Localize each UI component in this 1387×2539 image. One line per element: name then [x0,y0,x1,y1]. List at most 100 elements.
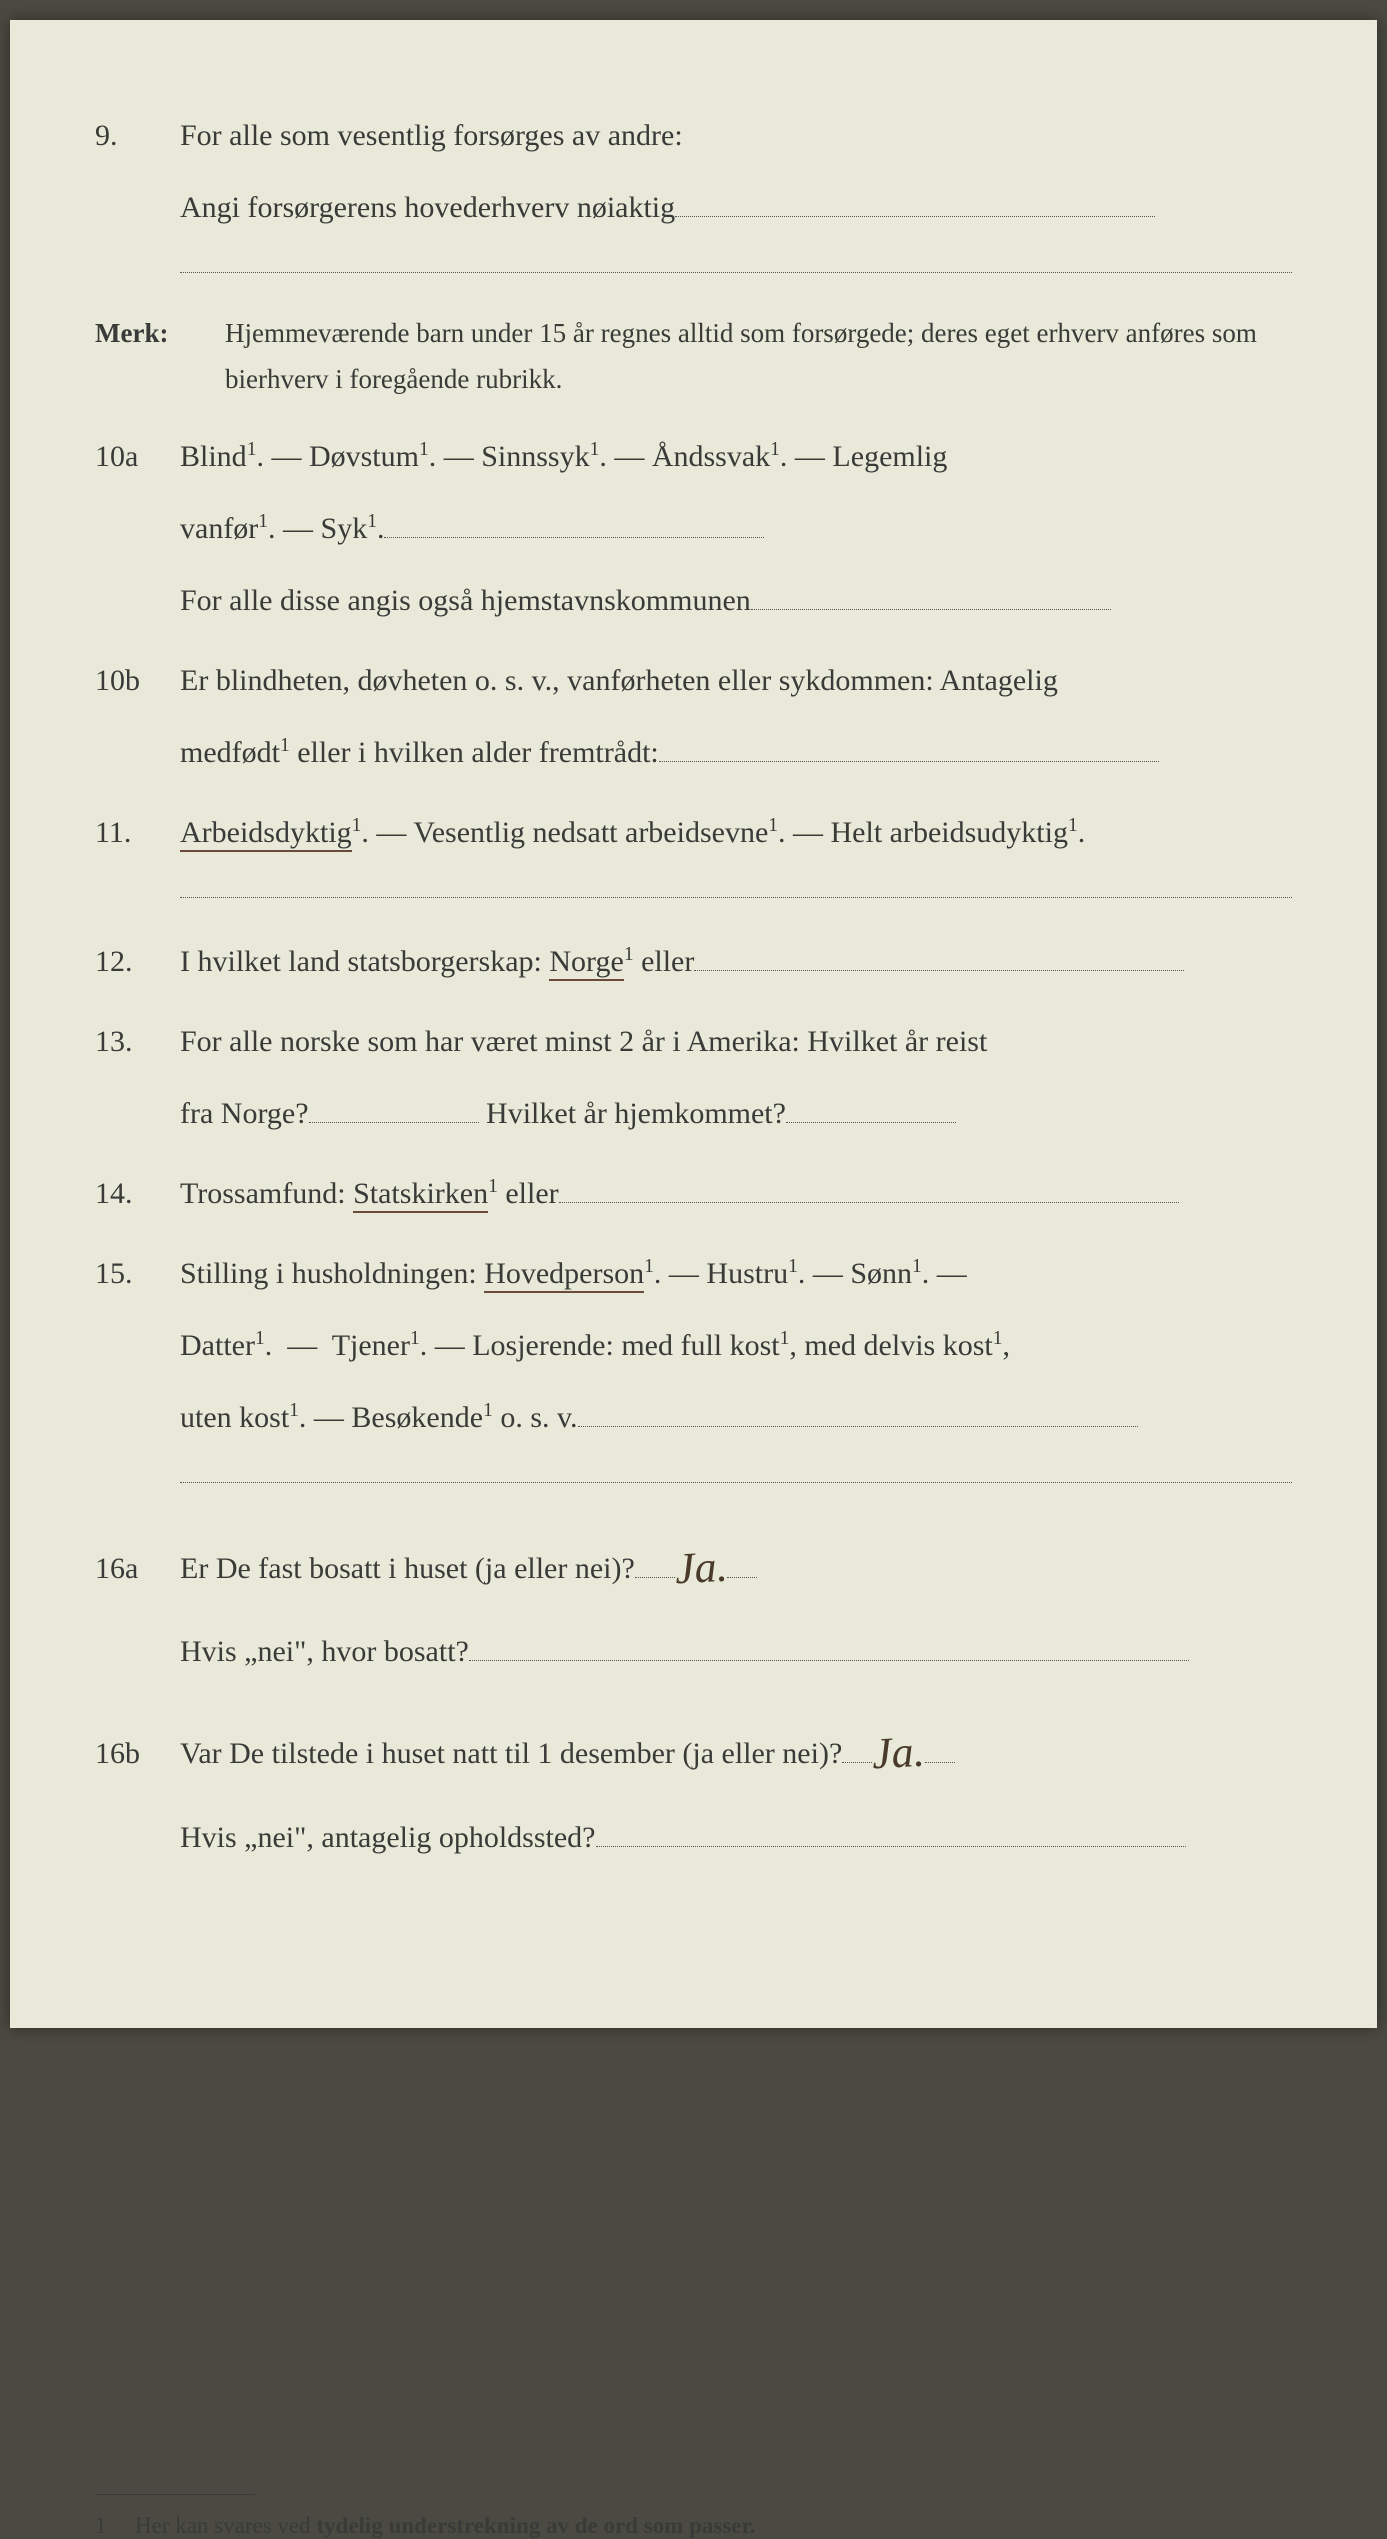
sup: 1 [1068,815,1078,836]
question-11: 11. Arbeidsdyktig1. — Vesentlig nedsatt … [95,797,1292,869]
census-form-page: 9. For alle som vesentlig forsørges av a… [10,20,1377,2028]
sup: 1 [247,439,257,460]
q16b-answer: Ja. [870,1699,928,1807]
q9-content: For alle som vesentlig forsørges av andr… [180,100,1292,244]
q16a-content: Er De fast bosatt i huset (ja eller nei)… [180,1511,1292,1689]
sep: — [276,512,321,545]
question-12: 12. I hvilket land statsborgerskap: Norg… [95,926,1292,998]
q11-opt2: Vesentlig nedsatt arbeidsevne [413,816,768,849]
question-9: 9. For alle som vesentlig forsørges av a… [95,100,1292,244]
divider-1 [180,272,1292,273]
q16b-blank2 [596,1846,1186,1847]
q13-blank2 [786,1122,956,1123]
question-15: 15. Stilling i husholdningen: Hovedperso… [95,1238,1292,1454]
q10b-line1: Er blindheten, døvheten o. s. v., vanfør… [180,664,1058,697]
q16a-blank-pre [635,1577,675,1578]
sep: — [661,1257,706,1290]
q10a-line2a: vanfør [180,512,258,545]
footnote-rule [95,2494,255,2495]
q10a-number: 10a [95,421,180,493]
q15-blank [578,1426,1138,1427]
q12-number: 12. [95,926,180,998]
q15-content: Stilling i husholdningen: Hovedperson1. … [180,1238,1292,1454]
q12-content: I hvilket land statsborgerskap: Norge1 e… [180,926,1292,998]
q13-blank1 [309,1122,479,1123]
q12-after: eller [641,945,694,978]
q11-opt3: Helt arbeidsudyktig [831,816,1068,849]
sep: — [787,440,832,473]
sup: 1 [352,815,362,836]
question-16b: 16b Var De tilstede i huset natt til 1 d… [95,1696,1292,1874]
sup: 1 [410,1328,420,1349]
q10a-blank1 [384,537,764,538]
q10a-blank2 [751,609,1111,610]
q12-opt1-selected: Norge [549,945,623,981]
sup: 1 [289,1400,299,1421]
divider-3 [180,1482,1292,1483]
q11-opt1-selected: Arbeidsdyktig [180,816,352,852]
sup: 1 [768,815,778,836]
sep: — [607,440,652,473]
question-13: 13. For alle norske som har været minst … [95,1006,1292,1150]
q10a-opt5: Legemlig [832,440,947,473]
q16b-content: Var De tilstede i huset natt til 1 desem… [180,1696,1292,1874]
sup: 1 [367,511,377,532]
sep: — [805,1257,850,1290]
sup: 1 [770,439,780,460]
sup: 1 [644,1256,654,1277]
q11-content: Arbeidsdyktig1. — Vesentlig nedsatt arbe… [180,797,1292,869]
q16a-blank2 [469,1660,1189,1661]
q16b-line1: Var De tilstede i huset natt til 1 desem… [180,1737,842,1770]
q14-number: 14. [95,1158,180,1230]
q16a-line2: Hvis „nei", hvor bosatt? [180,1635,469,1668]
q10b-blank [659,761,1159,762]
sup: 1 [280,735,290,756]
q9-number: 9. [95,100,180,172]
q10b-line2b: eller i hvilken alder fremtrådt: [297,736,659,769]
q15-line2b: Tjener [332,1329,410,1362]
q13-content: For alle norske som har været minst 2 år… [180,1006,1292,1150]
merk-label: Merk: [95,301,225,366]
q13-number: 13. [95,1006,180,1078]
q14-text: Trossamfund: [180,1177,346,1210]
sup: 1 [912,1256,922,1277]
q10a-opt3: Sinnssyk [481,440,589,473]
q15-number: 15. [95,1238,180,1310]
q16a-answer: Ja. [672,1513,730,1621]
q13-line2b: Hvilket år hjemkommet? [486,1097,786,1130]
note-merk: Merk: Hjemmeværende barn under 15 år reg… [95,301,1292,403]
q16b-blank-post [925,1762,955,1763]
q10a-line2b: Syk [321,512,368,545]
q13-line2a: fra Norge? [180,1097,309,1130]
sep: — [306,1401,351,1434]
q9-line1: For alle som vesentlig forsørges av andr… [180,119,683,152]
sep: — [786,816,831,849]
q10b-number: 10b [95,645,180,717]
sup: 1 [419,439,429,460]
q16a-blank-post [727,1577,757,1578]
q15-opt1-selected: Hovedperson [484,1257,644,1293]
sup: 1 [483,1400,493,1421]
q10b-line2a: medfødt [180,736,280,769]
question-10a: 10a Blind1. — Døvstum1. — Sinnssyk1. — Å… [95,421,1292,637]
sup: 1 [590,439,600,460]
sep: — [427,1329,472,1362]
sup: 1 [624,944,634,965]
q10a-opt2: Døvstum [309,440,419,473]
sup: 1 [780,1328,790,1349]
q14-after: eller [505,1177,558,1210]
q14-opt1-selected: Statskirken [353,1177,488,1213]
q16a-number: 16a [95,1533,180,1605]
q15-opt3: Sønn [850,1257,912,1290]
q15-opt2: Hustru [706,1257,788,1290]
sep: — [929,1257,967,1290]
q15-line3c: o. s. v. [500,1401,577,1434]
q16b-line2: Hvis „nei", antagelig opholdssted? [180,1821,596,1854]
q10b-content: Er blindheten, døvheten o. s. v., vanfør… [180,645,1292,789]
q15-line3b: Besøkende [351,1401,483,1434]
sep: — [436,440,481,473]
q10a-line3: For alle disse angis også hjemstavnskomm… [180,584,751,617]
q15-line2d: med delvis kost [804,1329,992,1362]
merk-text: Hjemmeværende barn under 15 år regnes al… [225,311,1292,403]
sup: 1 [258,511,268,532]
